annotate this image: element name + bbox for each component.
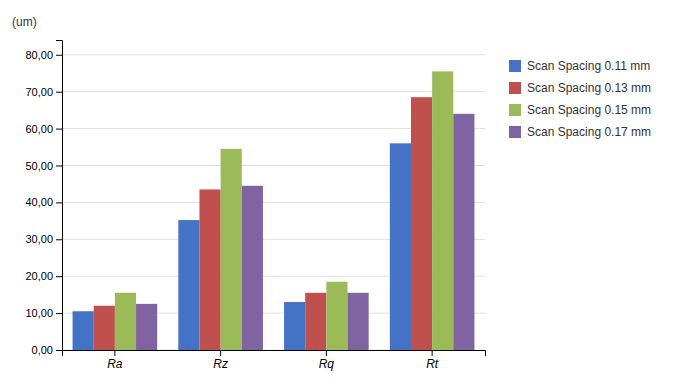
bar (284, 302, 305, 350)
bar (221, 149, 242, 350)
legend-swatch (509, 82, 521, 94)
bar (348, 293, 369, 350)
tick-mark (432, 350, 433, 356)
tick-label: 40,00 (25, 196, 53, 208)
bar (305, 293, 326, 350)
legend-item: Scan Spacing 0.15 mm (509, 103, 651, 117)
y-axis-label: (um) (12, 15, 37, 29)
tick: 50,00 (25, 159, 62, 171)
tick-mark (114, 350, 115, 356)
legend-item: Scan Spacing 0.11 mm (509, 59, 650, 73)
tick: 0,00 (32, 344, 62, 356)
tick-label: 80,00 (25, 49, 53, 61)
bar (326, 282, 347, 350)
legend-swatch (509, 104, 521, 116)
bar (73, 311, 94, 350)
tick-label: 20,00 (25, 270, 53, 282)
tick-label: Rz (213, 357, 228, 371)
series (73, 143, 411, 350)
tick-mark (56, 276, 62, 277)
legend-swatch (509, 126, 521, 138)
axis-line (56, 41, 63, 351)
tick-label: 70,00 (25, 86, 53, 98)
chart: 0,00 10,00 20,00 30,00 40,00 50,00 60,00 70,00 8… (0, 0, 685, 390)
tick-label: 10,00 (25, 307, 53, 319)
tick: 60,00 (25, 123, 62, 135)
tick-mark (56, 92, 62, 93)
series (115, 71, 453, 350)
tick-label: 60,00 (25, 123, 53, 135)
tick-label: 50,00 (25, 159, 53, 171)
legend-item: Scan Spacing 0.13 mm (509, 81, 651, 95)
tick-mark (326, 350, 327, 356)
bar (178, 220, 199, 350)
tick-label: Rq (319, 357, 335, 371)
bar (390, 143, 411, 350)
tick-label: 0,00 (32, 344, 53, 356)
tick-mark (56, 165, 62, 166)
grid-line (62, 91, 485, 92)
legend-label: Scan Spacing 0.17 mm (527, 125, 651, 139)
tick: 30,00 (25, 233, 62, 245)
tick-mark (56, 129, 62, 130)
grid (62, 55, 485, 350)
tick-label: 30,00 (25, 233, 53, 245)
tick-mark (56, 202, 62, 203)
legend-label: Scan Spacing 0.13 mm (527, 81, 651, 95)
tick: Rz (213, 350, 228, 371)
tick: 20,00 (25, 270, 62, 282)
tick-mark (56, 55, 62, 56)
bar (199, 189, 220, 350)
bar (411, 97, 432, 350)
tick: Rq (319, 350, 335, 371)
bar (453, 114, 474, 350)
bar (136, 304, 157, 350)
tick-mark (56, 239, 62, 240)
y-axis: 0,00 10,00 20,00 30,00 40,00 50,00 60,00 70,00 8… (25, 41, 62, 357)
legend-label: Scan Spacing 0.11 mm (527, 59, 650, 73)
legend-label: Scan Spacing 0.15 mm (527, 103, 651, 117)
axis-line (63, 351, 486, 357)
grid-line (62, 54, 485, 55)
tick: Rt (426, 350, 439, 371)
bars (73, 71, 475, 350)
tick: Ra (107, 350, 123, 371)
tick-mark (56, 350, 62, 351)
legend: Scan Spacing 0.11 mm Scan Spacing 0.13 mm… (509, 59, 651, 139)
tick-label: Ra (107, 357, 123, 371)
bar (432, 71, 453, 350)
series (136, 114, 474, 350)
bar (242, 186, 263, 350)
tick: 40,00 (25, 196, 62, 208)
series (94, 97, 432, 350)
plot: 0,00 10,00 20,00 30,00 40,00 50,00 60,00 70,00 8… (25, 41, 485, 371)
tick-mark (56, 313, 62, 314)
tick: 10,00 (25, 307, 62, 319)
tick: 70,00 (25, 86, 62, 98)
bar (115, 293, 136, 350)
legend-swatch (509, 60, 521, 72)
tick-label: Rt (426, 357, 439, 371)
tick: 80,00 (25, 49, 62, 61)
tick-mark (220, 350, 221, 356)
x-axis: Ra Rz Rq Rt (63, 350, 486, 371)
legend-item: Scan Spacing 0.17 mm (509, 125, 651, 139)
bar (94, 306, 115, 350)
